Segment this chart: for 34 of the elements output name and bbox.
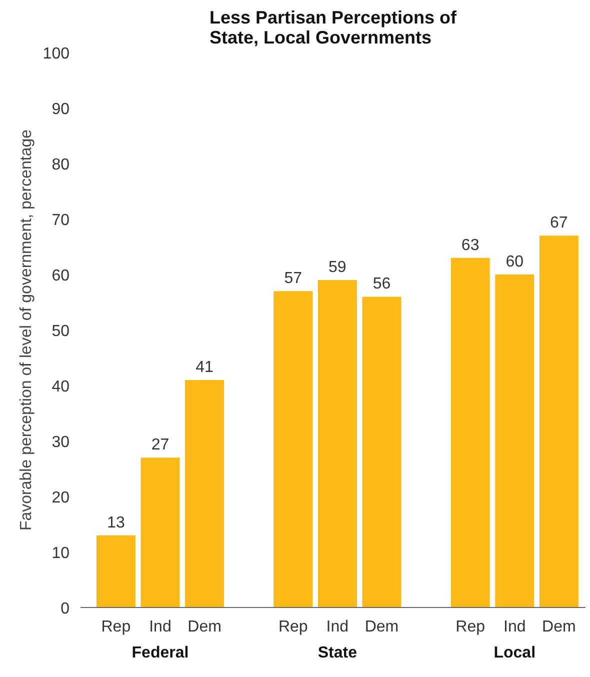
y-tick-label: 60 xyxy=(52,268,70,284)
data-label: 67 xyxy=(550,214,568,232)
x-tick-label: Dem xyxy=(364,618,399,636)
x-tick-label: Ind xyxy=(149,618,172,636)
y-tick-label: 90 xyxy=(52,101,70,118)
y-tick-label: 30 xyxy=(52,434,70,451)
x-tick-label: Rep xyxy=(456,618,486,636)
y-tick-label: 0 xyxy=(60,600,70,618)
data-label: 60 xyxy=(506,254,524,270)
text: State xyxy=(318,644,358,662)
data-label: 56 xyxy=(372,276,391,293)
data-label: 13 xyxy=(107,514,125,532)
y-tick-label: 40 xyxy=(52,378,70,396)
y-tick-label: 20 xyxy=(52,490,70,506)
data-label: 59 xyxy=(328,259,346,276)
x-tick-label: Ind xyxy=(326,618,349,636)
x-tick-label: Rep xyxy=(101,618,131,636)
data-label: 41 xyxy=(196,358,214,376)
text: Federal xyxy=(132,644,189,662)
data-label: 57 xyxy=(284,270,302,288)
x-tick-label: Dem xyxy=(188,618,222,636)
x-tick-label: Ind xyxy=(504,618,526,636)
y-tick-label: 100 xyxy=(42,46,70,62)
chart-title: Less Partisan Perceptions of State, Local Governments xyxy=(209,8,458,48)
x-tick-label: Rep xyxy=(278,618,308,636)
y-tick-label: 50 xyxy=(52,323,70,340)
text: Local xyxy=(494,644,536,662)
y-tick-label: 10 xyxy=(52,545,70,562)
y-axis-title: Favorable perception of level of government, percentage xyxy=(18,129,35,531)
y-tick-label: 80 xyxy=(52,156,70,174)
x-tick-label: Dem xyxy=(542,618,576,636)
data-label: 27 xyxy=(151,436,170,454)
y-tick-label: 70 xyxy=(52,212,70,229)
data-label: 63 xyxy=(461,236,480,254)
